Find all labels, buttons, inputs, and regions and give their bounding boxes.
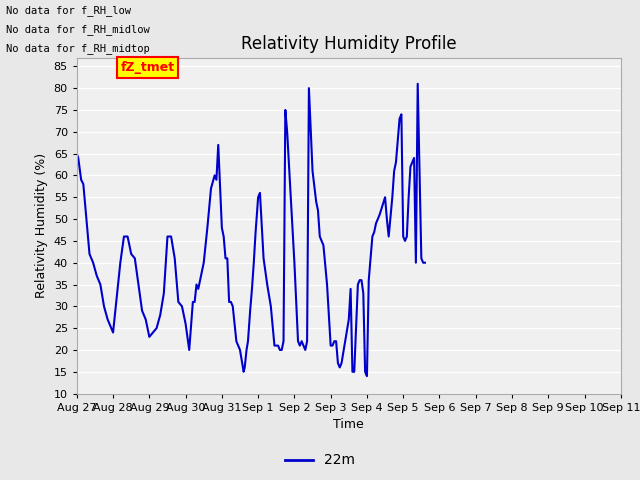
X-axis label: Time: Time — [333, 418, 364, 431]
Text: No data for f_RH_low: No data for f_RH_low — [6, 5, 131, 16]
Legend: 22m: 22m — [280, 448, 360, 473]
Title: Relativity Humidity Profile: Relativity Humidity Profile — [241, 35, 456, 53]
Text: No data for f_RH_midtop: No data for f_RH_midtop — [6, 43, 150, 54]
Y-axis label: Relativity Humidity (%): Relativity Humidity (%) — [35, 153, 48, 298]
Text: fZ_tmet: fZ_tmet — [120, 61, 175, 74]
Text: No data for f_RH_midlow: No data for f_RH_midlow — [6, 24, 150, 35]
